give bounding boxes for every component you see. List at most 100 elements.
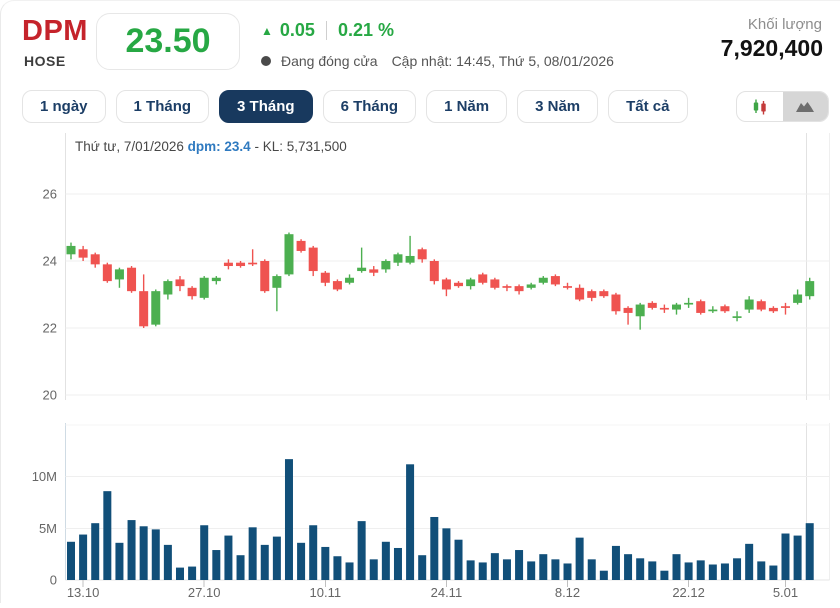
volume-bar[interactable] xyxy=(346,562,354,580)
candle[interactable] xyxy=(624,308,633,313)
volume-bar[interactable] xyxy=(515,550,523,580)
candle[interactable] xyxy=(696,301,705,313)
candle[interactable] xyxy=(260,261,269,291)
range-button-1-ngay[interactable]: 1 ngày xyxy=(22,90,106,123)
volume-bar[interactable] xyxy=(224,536,232,580)
volume-bar[interactable] xyxy=(285,459,293,580)
candle[interactable] xyxy=(672,305,681,310)
candle[interactable] xyxy=(333,281,342,289)
candle[interactable] xyxy=(720,306,729,311)
volume-bar[interactable] xyxy=(745,544,753,580)
candle[interactable] xyxy=(539,278,548,283)
volume-bar[interactable] xyxy=(164,545,172,580)
candle[interactable] xyxy=(151,291,160,325)
candle[interactable] xyxy=(769,308,778,311)
volume-bar[interactable] xyxy=(685,562,693,580)
candle[interactable] xyxy=(357,268,366,271)
range-button-1-thang[interactable]: 1 Tháng xyxy=(116,90,210,123)
volume-bar[interactable] xyxy=(479,562,487,580)
volume-bar[interactable] xyxy=(733,558,741,580)
candle[interactable] xyxy=(478,274,487,282)
volume-bar[interactable] xyxy=(455,540,463,580)
candle[interactable] xyxy=(309,248,318,271)
volume-bar[interactable] xyxy=(382,542,390,580)
volume-bar[interactable] xyxy=(237,555,245,580)
volume-bar[interactable] xyxy=(442,528,450,580)
candle[interactable] xyxy=(175,279,184,286)
candle[interactable] xyxy=(551,276,560,284)
candle[interactable] xyxy=(708,310,717,312)
volume-bar[interactable] xyxy=(273,537,281,580)
volume-bar[interactable] xyxy=(636,558,644,580)
volume-bar[interactable] xyxy=(358,521,366,580)
volume-bar[interactable] xyxy=(612,546,620,580)
candle[interactable] xyxy=(684,303,693,305)
volume-bar[interactable] xyxy=(406,464,414,580)
candle[interactable] xyxy=(430,261,439,281)
volume-bar[interactable] xyxy=(624,554,632,580)
volume-bar[interactable] xyxy=(79,535,87,580)
candle[interactable] xyxy=(563,286,572,288)
candle[interactable] xyxy=(163,281,172,294)
volume-bar[interactable] xyxy=(491,553,499,580)
candle[interactable] xyxy=(212,278,221,281)
volume-bar[interactable] xyxy=(588,559,596,580)
candle[interactable] xyxy=(793,295,802,303)
volume-bar[interactable] xyxy=(757,561,765,580)
volume-bar[interactable] xyxy=(600,571,608,580)
candle[interactable] xyxy=(745,300,754,310)
volume-bar[interactable] xyxy=(527,561,535,580)
candle[interactable] xyxy=(490,279,499,287)
candle[interactable] xyxy=(79,249,88,257)
candle[interactable] xyxy=(418,249,427,259)
volume-bar[interactable] xyxy=(721,563,729,580)
volume-bar[interactable] xyxy=(370,559,378,580)
volume-bar[interactable] xyxy=(91,523,99,580)
volume-bar[interactable] xyxy=(261,545,269,580)
candle[interactable] xyxy=(272,276,281,288)
candle[interactable] xyxy=(115,269,124,279)
candle[interactable] xyxy=(805,281,814,296)
volume-bar[interactable] xyxy=(673,554,681,580)
candle[interactable] xyxy=(502,286,511,288)
volume-bar[interactable] xyxy=(321,547,329,580)
candle[interactable] xyxy=(587,291,596,298)
candle[interactable] xyxy=(781,306,790,308)
candle[interactable] xyxy=(297,241,306,251)
range-button-tat-ca[interactable]: Tất cả xyxy=(608,90,687,123)
volume-bar[interactable] xyxy=(430,517,438,580)
volume-bar[interactable] xyxy=(212,550,220,580)
volume-bar[interactable] xyxy=(200,525,208,580)
candle[interactable] xyxy=(284,234,293,274)
volume-bar[interactable] xyxy=(394,548,402,580)
candle[interactable] xyxy=(248,263,257,265)
volume-bar[interactable] xyxy=(297,543,305,580)
area-chart-button[interactable] xyxy=(783,92,829,121)
candle[interactable] xyxy=(599,291,608,296)
volume-bar[interactable] xyxy=(709,565,717,580)
candle[interactable] xyxy=(393,254,402,262)
candle[interactable] xyxy=(345,278,354,283)
candle[interactable] xyxy=(236,263,245,266)
candle[interactable] xyxy=(466,279,475,286)
range-button-1-nam[interactable]: 1 Năm xyxy=(426,90,507,123)
candle[interactable] xyxy=(224,263,233,266)
volume-bar[interactable] xyxy=(176,568,184,580)
candlestick-chart-button[interactable] xyxy=(737,92,783,121)
volume-bar[interactable] xyxy=(697,560,705,580)
volume-bar[interactable] xyxy=(309,525,317,580)
candle[interactable] xyxy=(636,305,645,317)
range-button-3-thang[interactable]: 3 Tháng xyxy=(219,90,313,123)
candle[interactable] xyxy=(454,283,463,286)
volume-bar[interactable] xyxy=(333,556,341,580)
volume-bar[interactable] xyxy=(551,559,559,580)
candle[interactable] xyxy=(67,246,76,254)
volume-bar[interactable] xyxy=(576,538,584,580)
volume-bar[interactable] xyxy=(794,536,802,580)
candle[interactable] xyxy=(442,279,451,289)
volume-bar[interactable] xyxy=(103,491,111,580)
volume-bar[interactable] xyxy=(648,561,656,580)
candle[interactable] xyxy=(575,288,584,300)
candle[interactable] xyxy=(406,256,415,263)
volume-bar[interactable] xyxy=(67,542,75,580)
